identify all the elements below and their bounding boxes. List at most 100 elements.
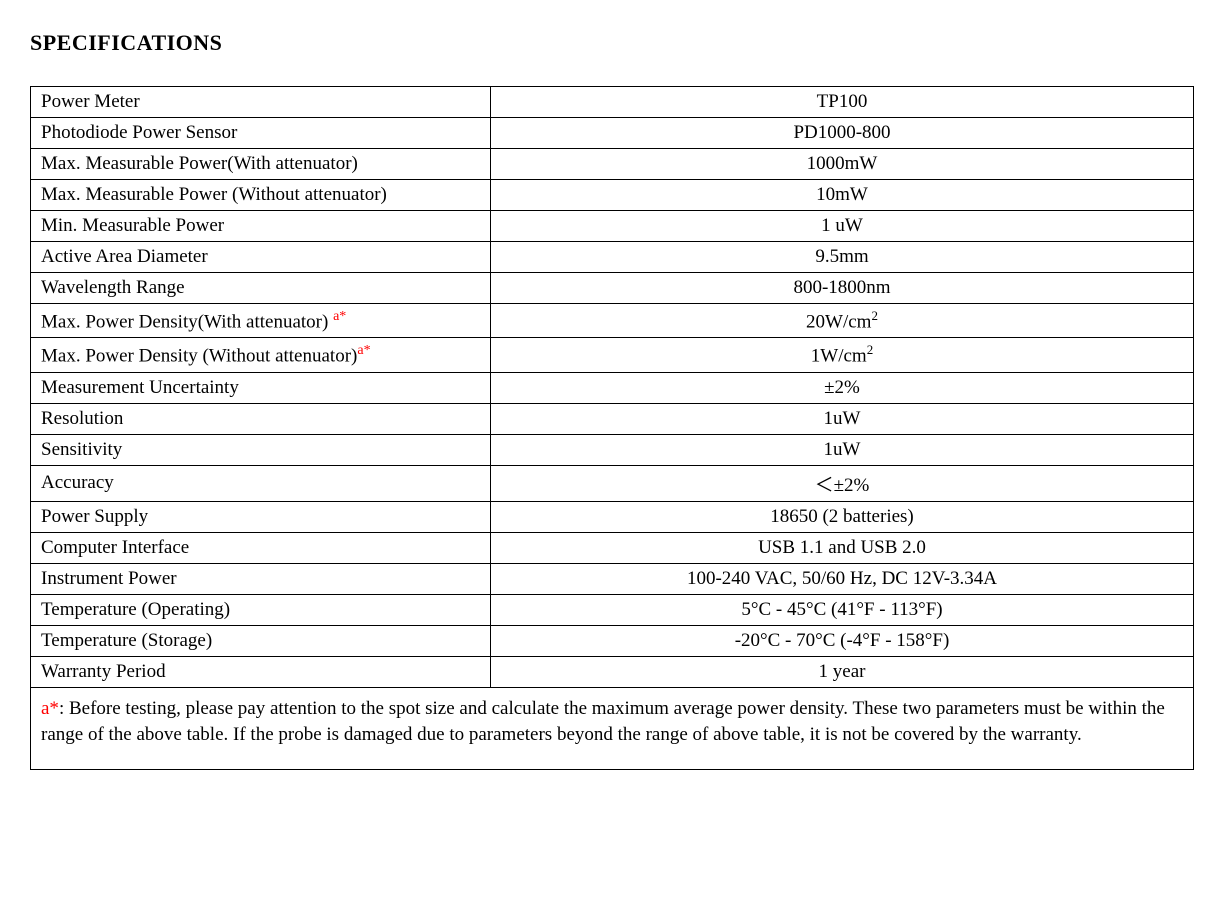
spec-value-text: 1 uW	[821, 215, 863, 236]
footnote-text: : Before testing, please pay attention t…	[41, 698, 1165, 746]
spec-label: Accuracy	[31, 465, 491, 501]
spec-value: TP100	[491, 87, 1194, 118]
spec-label-text: Temperature (Operating)	[41, 599, 230, 620]
spec-label-text: Temperature (Storage)	[41, 630, 212, 651]
table-row: Max. Power Density(With attenuator) a*20…	[31, 304, 1194, 338]
spec-label-text: Measurement Uncertainty	[41, 377, 239, 398]
spec-label: Measurement Uncertainty	[31, 372, 491, 403]
spec-label-text: Power Meter	[41, 91, 140, 112]
spec-label: Active Area Diameter	[31, 242, 491, 273]
spec-label-text: Instrument Power	[41, 568, 177, 589]
table-row: Warranty Period 1 year	[31, 656, 1194, 687]
spec-value: ＜±2%	[491, 465, 1194, 501]
spec-value-text: 1W/cm	[811, 346, 867, 367]
spec-value-text: TP100	[817, 91, 868, 112]
spec-label: Temperature (Storage)	[31, 625, 491, 656]
footnote-row: a*: Before testing, please pay attention…	[31, 687, 1194, 769]
spec-value: 1W/cm2	[491, 338, 1194, 372]
table-row: Power Supply 18650 (2 batteries)	[31, 501, 1194, 532]
specifications-table: Power MeterTP100Photodiode Power SensorP…	[30, 86, 1194, 770]
spec-value-text: 5°C - 45°C (41°F - 113°F)	[741, 599, 942, 620]
spec-label: Computer Interface	[31, 532, 491, 563]
table-row: Power Meter TP100	[31, 87, 1194, 118]
spec-label-text: Resolution	[41, 408, 123, 429]
footnote-marker-icon: a*	[333, 309, 346, 324]
spec-label-text: Wavelength Range	[41, 277, 185, 298]
spec-label: Min. Measurable Power	[31, 211, 491, 242]
spec-label-text: Photodiode Power Sensor	[41, 122, 237, 143]
spec-value-text: PD1000-800	[793, 122, 890, 143]
spec-value-text: ＜±2%	[815, 475, 870, 496]
page-title: SPECIFICATIONS	[30, 30, 1194, 56]
table-row: Active Area Diameter 9.5mm	[31, 242, 1194, 273]
spec-value-text: 1uW	[824, 408, 861, 429]
spec-value: -20°C - 70°C (-4°F - 158°F)	[491, 625, 1194, 656]
spec-value-text: 18650 (2 batteries)	[770, 506, 914, 527]
superscript: 2	[867, 342, 874, 357]
table-row: Computer Interface USB 1.1 and USB 2.0	[31, 532, 1194, 563]
spec-value-text: 100-240 VAC, 50/60 Hz, DC 12V-3.34A	[687, 568, 997, 589]
spec-value-text: 9.5mm	[815, 246, 868, 267]
spec-label-text: Warranty Period	[41, 661, 166, 682]
spec-value: 100-240 VAC, 50/60 Hz, DC 12V-3.34A	[491, 563, 1194, 594]
spec-label-text: Sensitivity	[41, 439, 122, 460]
spec-value: 1uW	[491, 434, 1194, 465]
table-row: Resolution 1uW	[31, 403, 1194, 434]
spec-label: Power Supply	[31, 501, 491, 532]
spec-value: ±2%	[491, 372, 1194, 403]
spec-value-text: 1 year	[819, 661, 866, 682]
spec-value: 9.5mm	[491, 242, 1194, 273]
spec-label: Max. Power Density (Without attenuator)a…	[31, 338, 491, 372]
spec-value-text: 1uW	[824, 439, 861, 460]
spec-value-text: 1000mW	[807, 153, 878, 174]
spec-value: 1 year	[491, 656, 1194, 687]
table-row: Temperature (Operating) 5°C - 45°C (41°F …	[31, 594, 1194, 625]
footnote-marker-icon: a*	[357, 343, 370, 358]
spec-value-text: 10mW	[816, 184, 868, 205]
spec-label: Sensitivity	[31, 434, 491, 465]
spec-value: 1uW	[491, 403, 1194, 434]
table-row: Instrument Power 100-240 VAC, 50/60 Hz, D…	[31, 563, 1194, 594]
table-row: Accuracy ＜±2%	[31, 465, 1194, 501]
table-row: Photodiode Power Sensor PD1000-800	[31, 118, 1194, 149]
spec-label: Resolution	[31, 403, 491, 434]
spec-value: 20W/cm2	[491, 304, 1194, 338]
spec-value: PD1000-800	[491, 118, 1194, 149]
spec-label-text: Max. Measurable Power(With attenuator)	[41, 153, 358, 174]
spec-label: Instrument Power	[31, 563, 491, 594]
table-row: Max. Power Density (Without attenuator)a…	[31, 338, 1194, 372]
table-row: Max. Measurable Power(With attenuator) 10…	[31, 149, 1194, 180]
spec-label-text: Max. Power Density(With attenuator)	[41, 311, 328, 332]
spec-value-text: 800-1800nm	[793, 277, 890, 298]
spec-label: Wavelength Range	[31, 273, 491, 304]
spec-table-body: Power MeterTP100Photodiode Power SensorP…	[31, 87, 1194, 770]
spec-label: Power Meter	[31, 87, 491, 118]
spec-value: USB 1.1 and USB 2.0	[491, 532, 1194, 563]
spec-label-text: Max. Measurable Power (Without attenuato…	[41, 184, 387, 205]
table-row: Wavelength Range 800-1800nm	[31, 273, 1194, 304]
spec-label-text: Active Area Diameter	[41, 246, 208, 267]
table-row: Measurement Uncertainty ±2%	[31, 372, 1194, 403]
spec-value-text: -20°C - 70°C (-4°F - 158°F)	[735, 630, 950, 651]
spec-label-text: Computer Interface	[41, 537, 189, 558]
table-row: Max. Measurable Power (Without attenuato…	[31, 180, 1194, 211]
spec-label-text: Min. Measurable Power	[41, 215, 224, 236]
spec-value: 5°C - 45°C (41°F - 113°F)	[491, 594, 1194, 625]
spec-value: 1000mW	[491, 149, 1194, 180]
spec-value: 1 uW	[491, 211, 1194, 242]
spec-label: Temperature (Operating)	[31, 594, 491, 625]
spec-label-text: Power Supply	[41, 506, 148, 527]
spec-value: 10mW	[491, 180, 1194, 211]
spec-label-text: Max. Power Density (Without attenuator)	[41, 345, 357, 366]
superscript: 2	[871, 308, 878, 323]
table-row: Sensitivity 1uW	[31, 434, 1194, 465]
spec-value-text: USB 1.1 and USB 2.0	[758, 537, 926, 558]
spec-label: Max. Power Density(With attenuator) a*	[31, 304, 491, 338]
table-row: Temperature (Storage) -20°C - 70°C (-4°F …	[31, 625, 1194, 656]
spec-value: 800-1800nm	[491, 273, 1194, 304]
spec-value-text: ±2%	[824, 377, 860, 398]
spec-value-text: 20W/cm	[806, 311, 871, 332]
spec-label: Max. Measurable Power(With attenuator)	[31, 149, 491, 180]
spec-label: Warranty Period	[31, 656, 491, 687]
spec-label: Photodiode Power Sensor	[31, 118, 491, 149]
